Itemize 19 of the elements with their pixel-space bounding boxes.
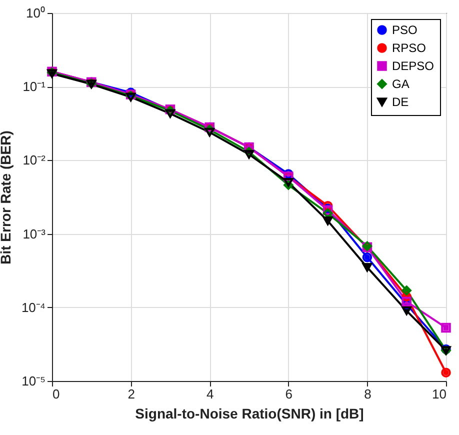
legend-label: RPSO <box>392 41 426 55</box>
x-tick-label: 10 <box>432 386 446 402</box>
y-tick-label: 10⁻² <box>22 152 46 168</box>
y-tick-label: 10⁻³ <box>22 226 46 242</box>
x-tick-label: 6 <box>285 386 293 402</box>
x-axis-title: Signal-to-Noise Ratio(SNR) in [dB] <box>135 406 364 422</box>
y-tick-label: 10⁻⁴ <box>21 300 46 315</box>
legend-label: DEPSO <box>392 59 434 73</box>
y-tick-label: 10⁰ <box>26 6 46 20</box>
legend-label: DE <box>392 95 409 109</box>
x-tick-label: 0 <box>52 386 60 402</box>
x-tick-label: 2 <box>128 386 135 402</box>
legend-label: PSO <box>392 23 418 37</box>
legend-label: GA <box>392 77 410 91</box>
y-axis-title: Bit Error Rate (BER) <box>0 130 14 264</box>
y-tick-label: 10⁻⁵ <box>22 374 46 388</box>
y-tick-label: 10⁻¹ <box>22 79 46 94</box>
x-tick-label: 8 <box>364 386 372 402</box>
x-tick-label: 4 <box>206 386 214 402</box>
